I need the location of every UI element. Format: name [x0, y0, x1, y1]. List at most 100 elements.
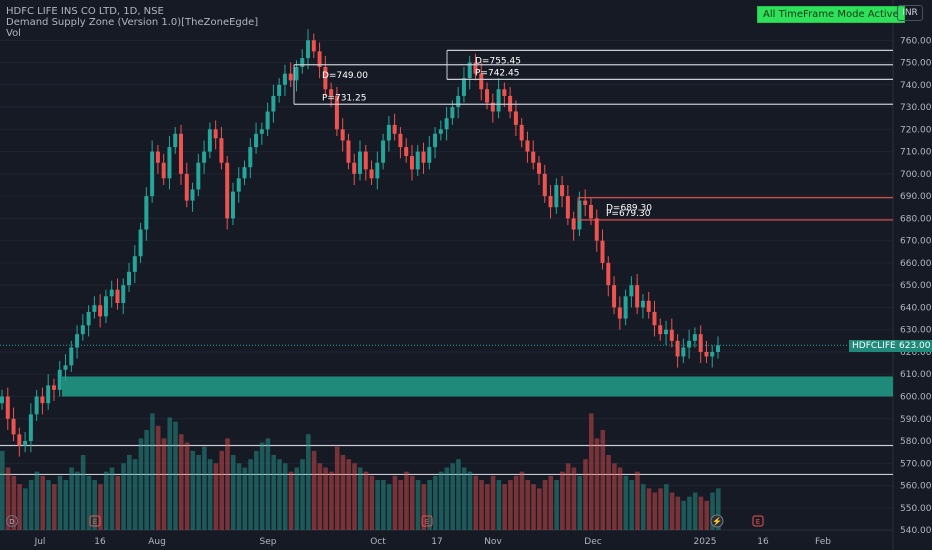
- candle-body: [467, 62, 472, 79]
- candle-body: [542, 173, 547, 197]
- candle-body: [271, 95, 276, 112]
- volume-bar: [306, 434, 311, 530]
- candle-body: [560, 184, 565, 197]
- candle-body: [75, 334, 80, 348]
- candle-body: [34, 396, 39, 415]
- volume-bar: [675, 496, 681, 530]
- candle-body: [571, 218, 576, 230]
- volume-bar: [271, 455, 276, 530]
- y-tick-label: 670.00: [900, 237, 932, 247]
- volume-bar: [57, 475, 63, 530]
- volume-bar: [710, 492, 715, 530]
- candle-body: [583, 200, 588, 206]
- volume-bar: [421, 484, 427, 530]
- volume-bar: [629, 480, 634, 530]
- volume-bar: [554, 480, 559, 530]
- candle-body: [196, 162, 201, 190]
- x-tick-label: 2025: [694, 537, 717, 547]
- candle-body: [254, 133, 259, 148]
- x-tick-label: Dec: [584, 537, 601, 547]
- zone-p-label: P=679.30: [606, 209, 651, 219]
- candle-body: [548, 196, 553, 208]
- candle-body: [640, 300, 645, 308]
- timeframe-mode-badge: All TimeFrame Mode Active: [757, 6, 905, 23]
- volume-bar: [98, 484, 103, 530]
- y-tick-label: 730.00: [900, 103, 932, 113]
- ticker-tag: HDFCLIFE: [849, 340, 899, 352]
- candle-body: [127, 271, 132, 286]
- volume-bar: [184, 442, 190, 530]
- volume-bar: [230, 455, 236, 530]
- candle-body: [184, 173, 189, 201]
- volume-bar: [23, 488, 28, 530]
- candle-body: [502, 89, 507, 96]
- candle-body: [40, 396, 45, 404]
- candle-body: [288, 73, 293, 81]
- candle-body: [577, 200, 582, 230]
- y-tick-label: 560.00: [900, 482, 932, 492]
- volume-bar: [161, 438, 167, 530]
- x-tick-label: 17: [431, 537, 442, 547]
- y-tick-label: 680.00: [900, 214, 932, 224]
- candle-body: [317, 51, 322, 67]
- lightning-icon: [710, 514, 724, 528]
- volume-bar: [409, 475, 415, 530]
- volume-bar: [225, 438, 230, 530]
- candle-body: [190, 189, 195, 201]
- volume-bar: [132, 459, 138, 530]
- volume-bar: [716, 488, 721, 530]
- candle-body: [334, 95, 339, 130]
- candle-body: [698, 334, 703, 352]
- volume-bar: [340, 455, 346, 530]
- volume-bar: [294, 467, 300, 530]
- x-tick-label: Oct: [370, 537, 386, 547]
- candle-body: [230, 191, 235, 219]
- candle-body: [282, 73, 287, 85]
- candle-body: [57, 369, 62, 390]
- volume-bar: [571, 467, 577, 530]
- earnings-marker-text: E: [756, 518, 760, 526]
- candle-body: [155, 151, 160, 163]
- demand-zone: [62, 376, 893, 397]
- volume-bar: [323, 467, 328, 530]
- volume-bar: [352, 463, 357, 530]
- volume-bar: [5, 467, 11, 530]
- volume-bar: [479, 480, 484, 530]
- volume-bar: [109, 467, 115, 530]
- volume-bar: [525, 480, 531, 530]
- volume-bar: [11, 475, 17, 530]
- candle-body: [386, 124, 391, 141]
- volume-bar: [542, 480, 548, 530]
- candle-body: [219, 138, 224, 163]
- earnings-marker: [421, 515, 433, 527]
- candle-body: [600, 240, 605, 263]
- zone-d-label: D=749.00: [322, 71, 368, 81]
- candle-body: [704, 351, 709, 357]
- x-tick-label: 16: [757, 537, 769, 547]
- volume-bar: [103, 471, 109, 530]
- candle-body: [98, 305, 103, 317]
- candle-body: [207, 129, 212, 152]
- volume-bar: [173, 421, 178, 530]
- volume-bar: [669, 492, 675, 530]
- candle-body: [444, 118, 449, 130]
- volume-bar: [617, 467, 623, 530]
- candle-body: [594, 218, 599, 241]
- volume-bar: [496, 480, 502, 530]
- volume-bar: [196, 455, 201, 530]
- dividend-marker-text: D: [9, 518, 14, 526]
- volume-bar: [658, 488, 663, 530]
- candle-body: [300, 58, 305, 67]
- currency-button[interactable]: INR: [897, 5, 923, 21]
- volume-bar: [75, 471, 80, 530]
- volume-bar: [46, 480, 51, 530]
- candle-body: [381, 140, 386, 163]
- candle-body: [485, 89, 490, 103]
- candle-body: [461, 78, 466, 96]
- volume-bar: [63, 480, 69, 530]
- candle-body: [623, 296, 628, 319]
- volume-bar: [86, 475, 92, 530]
- volume-bar: [138, 438, 144, 530]
- x-tick-label: Jul: [34, 537, 46, 547]
